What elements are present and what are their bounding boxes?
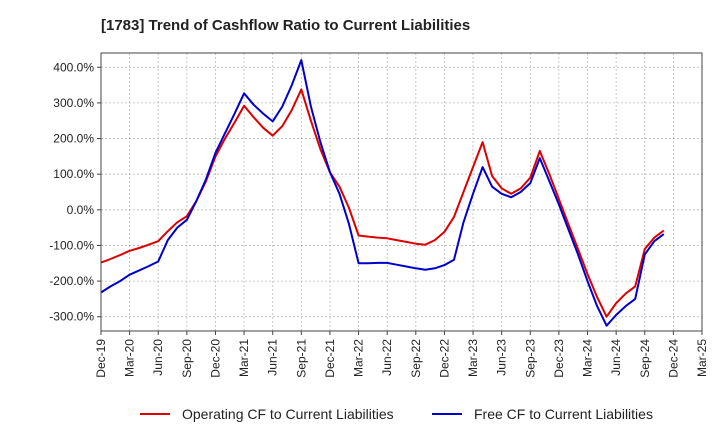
y-tick-label: -100.0%: [49, 238, 94, 252]
x-tick-label: Sep-22: [409, 339, 423, 378]
x-tick-label: Dec-24: [666, 339, 680, 378]
x-tick-label: Dec-23: [552, 339, 566, 378]
y-axis-ticks: -300.0% -200.0% -100.0% 0.0% 100.0% 200.0% 300…: [49, 60, 101, 324]
y-tick-label: 300.0%: [53, 96, 94, 110]
x-tick-label: Mar-24: [581, 339, 595, 377]
chart-title: [1783] Trend of Cashflow Ratio to Curren…: [101, 17, 470, 34]
x-tick-label: Mar-20: [123, 339, 137, 377]
x-tick-label: Mar-23: [466, 339, 480, 377]
x-tick-label: Sep-20: [180, 339, 194, 378]
x-tick-label: Sep-21: [294, 339, 308, 378]
x-tick-label: Jun-22: [380, 339, 394, 376]
series-lines: [100, 59, 665, 327]
x-tick-label: Jun-21: [266, 339, 280, 376]
x-tick-label: Mar-21: [237, 339, 251, 377]
x-tick-label: Jun-24: [609, 339, 623, 376]
legend-label: Free CF to Current Liabilities: [474, 406, 653, 422]
y-tick-label: 0.0%: [67, 203, 95, 217]
x-tick-label: Jun-20: [151, 339, 165, 376]
x-tick-label: Mar-25: [695, 339, 709, 377]
x-tick-label: Dec-19: [94, 339, 108, 378]
x-tick-label: Mar-22: [352, 339, 366, 377]
x-tick-label: Dec-21: [323, 339, 337, 378]
plot-frame: [100, 52, 703, 332]
series-line-free-cf: [100, 59, 665, 327]
y-tick-label: 200.0%: [53, 132, 94, 146]
series-line-operating-cf: [100, 88, 665, 318]
x-tick-label: Jun-23: [495, 339, 509, 376]
x-axis-ticks: Dec-19 Mar-20 Jun-20 Sep-20 Dec-20 Mar-21 Jun-…: [94, 331, 709, 378]
y-tick-label: 400.0%: [53, 60, 94, 74]
y-tick-label: -200.0%: [49, 274, 94, 288]
x-tick-label: Dec-22: [437, 339, 451, 378]
y-tick-label: 100.0%: [53, 167, 94, 181]
x-tick-label: Sep-23: [523, 339, 537, 378]
x-tick-label: Sep-24: [638, 339, 652, 378]
y-tick-label: -300.0%: [49, 310, 94, 324]
legend-label: Operating CF to Current Liabilities: [182, 406, 394, 422]
grid: [101, 53, 702, 331]
x-tick-label: Dec-20: [208, 339, 222, 378]
legend: Operating CF to Current Liabilities Free …: [140, 406, 653, 422]
